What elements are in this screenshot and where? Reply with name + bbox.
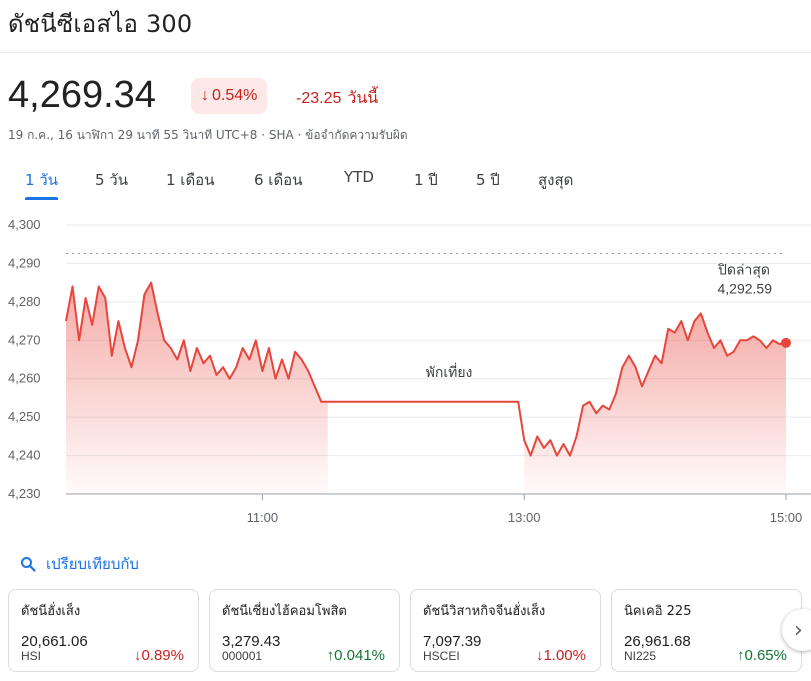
change-period: วันนี้ [347,90,379,107]
current-price-dot [781,337,791,348]
change-absolute-value: -23.25 [296,90,342,107]
tab-1y[interactable]: 1 ปี [414,171,438,189]
arrow-up-icon: ↑ [326,647,335,664]
compare-card-000001[interactable]: ดัชนีเซี่ยงไฮ้คอมโพสิต 3,279.43 000001 ↑… [209,589,400,672]
compare-link[interactable]: เปรียบเทียบกับ [20,552,139,576]
previous-close-label: ปิดล่าสุด [717,261,770,278]
price-line [65,281,787,457]
compare-card-hscei[interactable]: ดัชนีวิสาหกิจจีนฮั่งเส็ง 7,097.39 HSCEI … [410,589,601,672]
tab-6m[interactable]: 6 เดือน [254,171,303,189]
compare-card-ni225[interactable]: นิคเคอิ 225 26,961.68 NI225 ↑0.65% [611,589,802,672]
tab-5y[interactable]: 5 ปี [476,171,500,189]
lunch-break-label: พักเที่ยง [426,363,473,380]
y-tick-label: 4,250 [8,409,41,424]
card-name: ดัชนีฮั่งเส็ง [21,604,81,619]
divider [0,52,811,53]
card-value: 7,097.39 [423,633,482,650]
tab-1d[interactable]: 1 วัน [25,166,58,200]
card-change-value: 0.65% [744,647,787,664]
tab-5d[interactable]: 5 วัน [95,171,128,189]
y-tick-label: 4,300 [8,217,41,232]
chevron-right-icon: › [794,617,803,643]
y-tick-label: 4,290 [8,255,41,270]
card-change: ↑0.041% [327,647,385,664]
y-tick-label: 4,270 [8,332,41,347]
tab-ytd[interactable]: YTD [344,168,374,186]
card-value: 20,661.06 [21,633,88,650]
card-name: ดัชนีวิสาหกิจจีนฮั่งเส็ง [423,604,546,619]
arrow-down-icon: ↓ [535,647,544,664]
compare-card-hsi[interactable]: ดัชนีฮั่งเส็ง 20,661.06 HSI ↓0.89% [8,589,199,672]
arrow-up-icon: ↑ [736,647,745,664]
card-symbol: HSI [21,649,42,663]
y-tick-label: 4,240 [8,448,41,463]
y-tick-label: 4,280 [8,294,41,309]
page-title: ดัชนีซีเอสไอ 300 [8,10,193,38]
x-tick-label: 15:00 [770,510,803,525]
tab-max[interactable]: สูงสุด [538,171,574,189]
morning-area [66,282,328,494]
card-change: ↑0.65% [737,647,787,664]
change-percent: 0.54% [212,87,258,104]
tab-1m[interactable]: 1 เดือน [166,171,215,189]
compare-label: เปรียบเทียบกับ [46,555,139,573]
previous-close-value: 4,292.59 [718,280,773,296]
card-value: 26,961.68 [624,633,691,650]
card-name: นิคเคอิ 225 [624,604,692,619]
card-symbol: HSCEI [423,649,460,663]
current-price: 4,269.34 [8,74,156,116]
x-tick-label: 11:00 [247,510,279,525]
price-chart[interactable]: 4,300 4,290 4,280 4,270 4,260 4,250 4,240 4,230… [0,205,811,535]
card-symbol: 000001 [222,649,263,663]
card-symbol: NI225 [624,649,657,663]
search-icon [21,557,36,572]
y-tick-label: 4,260 [8,371,41,386]
change-percent-badge: ↓ 0.54% [191,78,268,114]
change-absolute: -23.25 วันนี้ [296,86,378,111]
card-name: ดัชนีเซี่ยงไฮ้คอมโพสิต [222,604,347,619]
card-change: ↓1.00% [536,647,586,664]
arrow-down-icon: ↓ [201,87,209,104]
card-change: ↓0.89% [134,647,184,664]
next-cards-button[interactable]: › [782,609,811,651]
y-tick-label: 4,230 [8,486,41,501]
card-value: 3,279.43 [222,633,281,650]
timestamp-meta: 19 ก.ค., 16 นาฬิกา 29 นาที 55 วินาที UTC… [8,128,408,142]
card-change-value: 1.00% [543,647,586,664]
x-tick-label: 13:00 [508,510,541,525]
arrow-down-icon: ↓ [133,647,142,664]
card-change-value: 0.89% [141,647,184,664]
card-change-value: 0.041% [334,647,385,664]
afternoon-area [524,313,786,494]
